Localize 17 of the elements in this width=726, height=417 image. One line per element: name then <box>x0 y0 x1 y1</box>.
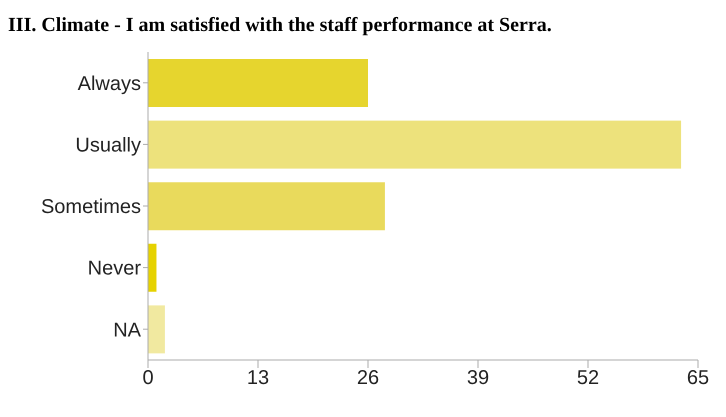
bar <box>148 305 165 354</box>
y-tick-label: Usually <box>75 134 141 156</box>
y-tick-label: Never <box>88 258 142 280</box>
bar <box>148 120 682 169</box>
x-tick-label: 39 <box>466 367 490 390</box>
y-tick-label: NA <box>113 319 142 342</box>
chart-title: III. Climate - I am satisfied with the staff performance at Serra. <box>8 14 553 38</box>
bar <box>148 59 368 107</box>
y-tick-label: Sometimes <box>40 196 141 218</box>
x-tick-label: 52 <box>576 367 600 390</box>
bar <box>148 244 156 292</box>
x-tick-label: 13 <box>246 367 270 390</box>
x-tick-label: 0 <box>142 367 154 390</box>
bar <box>148 182 385 230</box>
x-tick-label: 65 <box>686 367 710 390</box>
x-tick-label: 26 <box>356 367 380 390</box>
y-tick-label: Always <box>78 72 141 95</box>
